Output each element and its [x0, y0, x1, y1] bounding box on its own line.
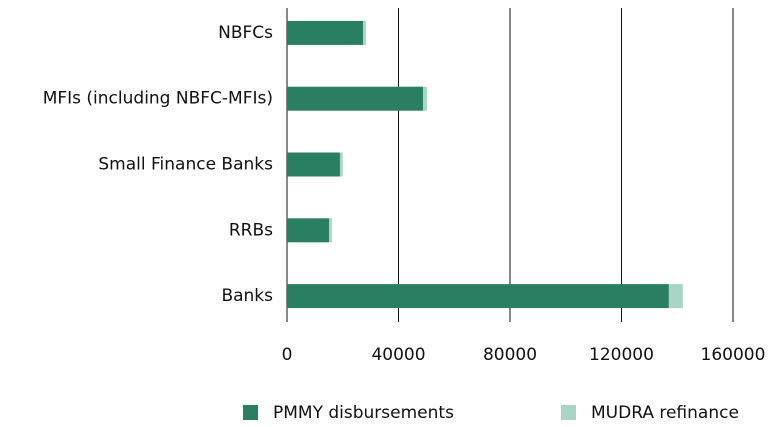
- x-tick-label: 40000: [371, 345, 425, 365]
- bar-segment: [287, 284, 669, 309]
- y-tick-label: Small Finance Banks: [98, 155, 273, 175]
- y-tick-label: RRBs: [229, 220, 273, 240]
- x-tick-label: 0: [282, 345, 293, 365]
- bar-segment: [287, 218, 330, 243]
- y-tick-label: Banks: [221, 286, 273, 306]
- legend-label: MUDRA refinance: [591, 403, 739, 423]
- bar-segment: [339, 152, 343, 177]
- y-tick-label: MFIs (including NBFC-MFIs): [43, 89, 273, 109]
- y-tick-label: NBFCs: [218, 23, 273, 43]
- legend-swatch: [243, 405, 258, 420]
- bar-segment: [363, 20, 366, 45]
- bar-segment: [287, 20, 364, 45]
- bar-segment: [329, 218, 332, 243]
- bar-segment: [287, 152, 340, 177]
- bar-segment: [423, 86, 427, 111]
- x-tick-label: 80000: [483, 345, 537, 365]
- x-tick-label: 160000: [701, 345, 766, 365]
- bar-segment: [668, 284, 683, 309]
- bar-segment: [287, 86, 424, 111]
- legend-swatch: [561, 405, 576, 420]
- legend-label: PMMY disbursements: [273, 403, 454, 423]
- x-tick-label: 120000: [589, 345, 654, 365]
